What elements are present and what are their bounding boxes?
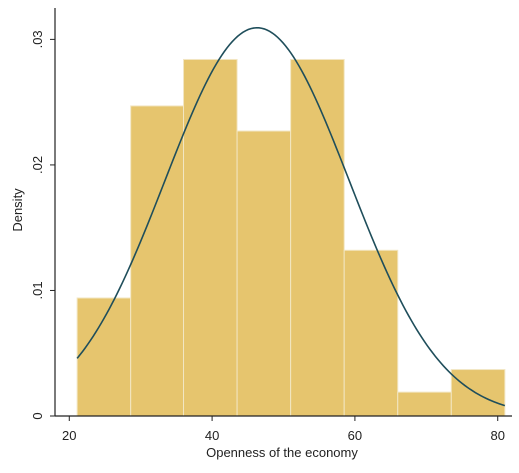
- normal-density-curve: [76, 26, 506, 407]
- bars-layer: [76, 58, 506, 417]
- histogram-bar-6: [343, 249, 399, 417]
- histogram-bar-3: [183, 58, 238, 417]
- histogram-bar-8: [450, 369, 506, 417]
- y-tick-label: .01: [30, 281, 45, 299]
- histogram-bar-5: [290, 58, 345, 417]
- histogram-bar-7: [397, 391, 452, 417]
- y-tick-label: .02: [30, 156, 45, 174]
- x-tick-label: 80: [490, 428, 504, 443]
- axes-layer: 0 .01 .02 .03 20 40 60 80: [30, 8, 512, 443]
- histogram-bar-4: [236, 130, 292, 417]
- histogram-bar-1: [76, 297, 132, 417]
- y-tick-label: .03: [30, 30, 45, 48]
- y-axis-title: Density: [10, 188, 25, 232]
- x-tick-label: 60: [348, 428, 362, 443]
- x-axis-title: Openness of the economy: [206, 445, 358, 460]
- curve-layer: [76, 26, 506, 407]
- x-tick-label: 40: [205, 428, 219, 443]
- y-tick-label: 0: [30, 412, 45, 419]
- x-tick-label: 20: [62, 428, 76, 443]
